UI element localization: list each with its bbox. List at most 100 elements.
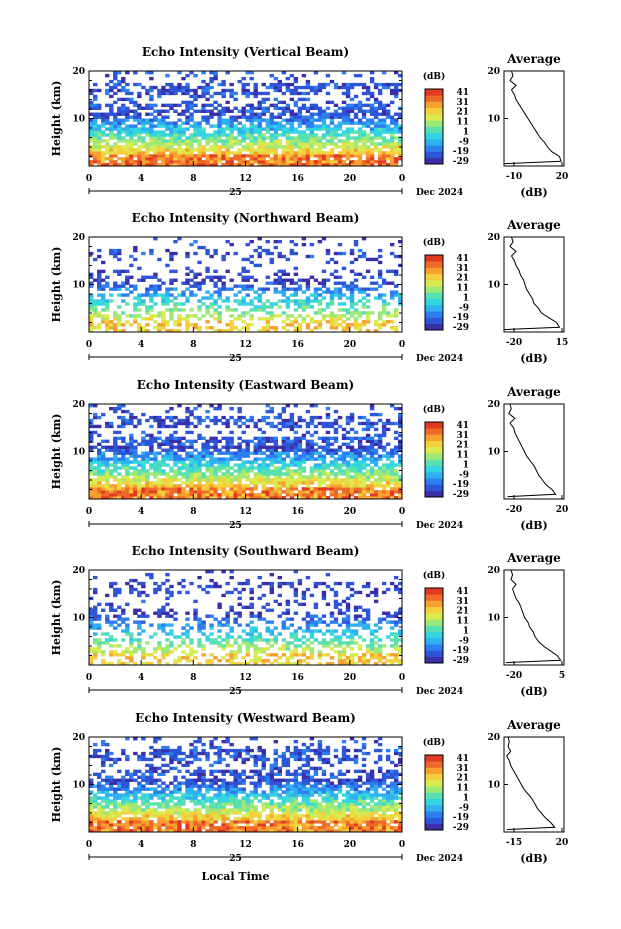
heatmap-cell	[357, 299, 363, 303]
heatmap-cell	[169, 133, 174, 137]
heatmap-cell	[269, 620, 274, 624]
heatmap-cell	[385, 269, 391, 274]
heatmap-cell	[285, 421, 291, 426]
heatmap-cell	[185, 418, 190, 423]
heatmap-cell	[325, 91, 331, 96]
heatmap-cell	[245, 439, 250, 443]
heatmap-cell	[121, 103, 126, 108]
heatmap-cell	[193, 133, 198, 137]
heatmap-cell	[113, 154, 118, 158]
heatmap-cell	[397, 463, 403, 467]
heatmap-cell	[377, 296, 383, 300]
heatmap-cell	[269, 608, 274, 612]
heatmap-cell	[93, 611, 98, 615]
heatmap-cell	[153, 463, 158, 467]
heatmap-cell	[165, 638, 170, 642]
heatmap-cell	[329, 632, 335, 636]
heatmap-cell	[313, 424, 319, 429]
heatmap-cell	[385, 427, 391, 432]
heatmap-cell	[237, 299, 242, 303]
heatmap-cell	[193, 484, 198, 488]
heatmap-cell	[245, 469, 250, 473]
heatmap-cell	[261, 305, 266, 309]
heatmap-cell	[157, 614, 162, 618]
heatmap-cell	[225, 121, 230, 125]
colorbar-tick-label: 1	[463, 293, 469, 303]
heatmap-cell	[237, 139, 242, 143]
heatmap-cell	[317, 281, 323, 285]
heatmap-cell	[161, 484, 166, 488]
heatmap-cell	[269, 448, 274, 452]
heatmap-cell	[341, 653, 347, 657]
heatmap-cell	[229, 278, 234, 282]
heatmap-cell	[381, 493, 387, 497]
heatmap-cell	[257, 154, 262, 158]
heatmap-cell	[321, 115, 327, 119]
heatmap-cell	[105, 112, 110, 116]
heatmap-cell	[105, 299, 110, 303]
heatmap-cell	[345, 85, 351, 90]
heatmap-cell	[265, 85, 270, 90]
heatmap-cell	[137, 472, 142, 476]
heatmap-cell	[173, 139, 178, 143]
heatmap-cell	[381, 311, 387, 315]
heatmap-cell	[281, 124, 287, 128]
heatmap-cell	[169, 478, 174, 482]
heatmap-cell	[225, 157, 230, 161]
heatmap-cell	[321, 269, 327, 274]
heatmap-cell	[249, 439, 254, 443]
heatmap-cell	[273, 445, 278, 449]
heatmap-cell	[349, 269, 355, 274]
heatmap-cell	[253, 160, 258, 164]
heatmap-cell	[197, 478, 202, 482]
heatmap-cell	[277, 154, 283, 158]
heatmap-cell	[189, 650, 194, 654]
heatmap-cell	[345, 496, 351, 500]
heatmap-cell	[301, 653, 307, 657]
heatmap-cell	[109, 103, 114, 108]
heatmap-cell	[353, 605, 359, 609]
heatmap-cell	[357, 487, 363, 491]
heatmap-cell	[237, 484, 242, 488]
heatmap-cell	[349, 659, 355, 663]
heatmap-cell	[113, 269, 118, 274]
heatmap-cell	[229, 662, 234, 666]
heatmap-cell	[205, 409, 210, 414]
heatmap-cell	[277, 584, 283, 589]
heatmap-cell	[213, 284, 218, 288]
heatmap-cell	[277, 487, 283, 491]
heatmap-cell	[125, 481, 130, 485]
heatmap-cell	[269, 73, 274, 78]
heatmap-cell	[329, 272, 335, 276]
heatmap-cell	[141, 145, 146, 149]
heatmap-cell	[321, 472, 327, 476]
heatmap-cell	[289, 88, 295, 93]
heatmap-cell	[97, 644, 102, 648]
heatmap-cell	[253, 487, 258, 491]
heatmap-cell	[161, 323, 166, 327]
heatmap-cell	[89, 493, 94, 497]
heatmap-cell	[333, 617, 339, 621]
heatmap-cell	[241, 430, 246, 435]
heatmap-cell	[345, 142, 351, 146]
heatmap-cell	[301, 299, 307, 303]
heatmap-cell	[349, 415, 355, 420]
heatmap-cell	[165, 88, 170, 93]
heatmap-cell	[121, 629, 126, 633]
heatmap-cell	[137, 421, 142, 426]
heatmap-cell	[329, 326, 335, 330]
heatmap-cell	[317, 445, 323, 449]
heatmap-cell	[145, 439, 150, 443]
heatmap-cell	[385, 451, 391, 455]
heatmap-cell	[205, 460, 210, 464]
heatmap-cell	[185, 406, 190, 411]
heatmap-cell	[161, 469, 166, 473]
heatmap-cell	[305, 160, 311, 164]
average-x-tick-label: 20	[556, 505, 569, 515]
heatmap-cell	[285, 662, 291, 666]
heatmap-cell	[353, 430, 359, 435]
heatmap-cell	[361, 656, 367, 660]
heatmap-cell	[349, 109, 355, 113]
heatmap-cell	[353, 103, 359, 108]
heatmap-cell	[325, 451, 331, 455]
